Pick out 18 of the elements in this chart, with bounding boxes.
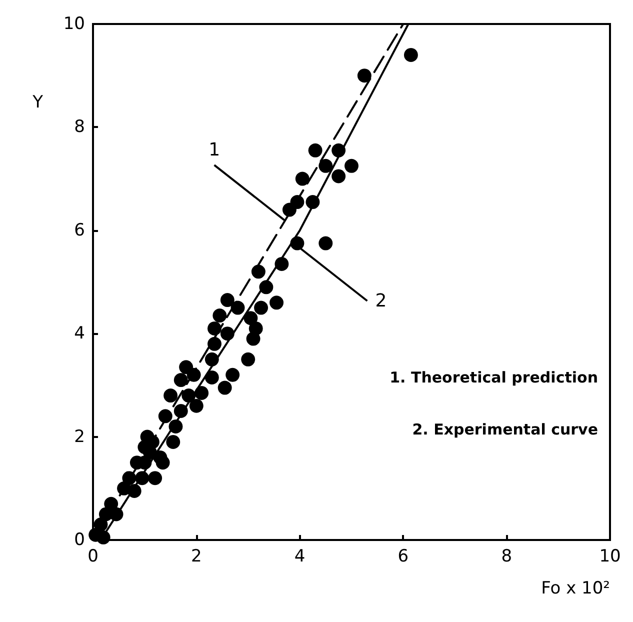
y-tick-label: 10 bbox=[63, 14, 85, 34]
annotation: 2 bbox=[375, 290, 387, 312]
y-tick-label: 8 bbox=[74, 117, 85, 138]
annotation: 1 bbox=[208, 140, 220, 161]
y-tick-label: 4 bbox=[74, 324, 85, 344]
x-tick-label: 10 bbox=[599, 546, 621, 566]
y-tick-label: 6 bbox=[74, 220, 85, 240]
y-axis-title: Y bbox=[32, 92, 44, 112]
annotation: 2. Experimental curve bbox=[412, 420, 598, 438]
y-tick-label: 0 bbox=[74, 530, 85, 550]
x-axis-title: Fo x 10² bbox=[541, 578, 610, 598]
annotation: 1. Theoretical prediction bbox=[390, 368, 598, 386]
x-tick-label: 4 bbox=[294, 546, 306, 566]
x-tick-label: 6 bbox=[398, 546, 409, 566]
x-tick-label: 0 bbox=[88, 546, 98, 566]
x-tick-label: 8 bbox=[501, 546, 512, 566]
y-tick-label: 2 bbox=[74, 426, 85, 447]
x-tick-label: 2 bbox=[190, 546, 202, 566]
